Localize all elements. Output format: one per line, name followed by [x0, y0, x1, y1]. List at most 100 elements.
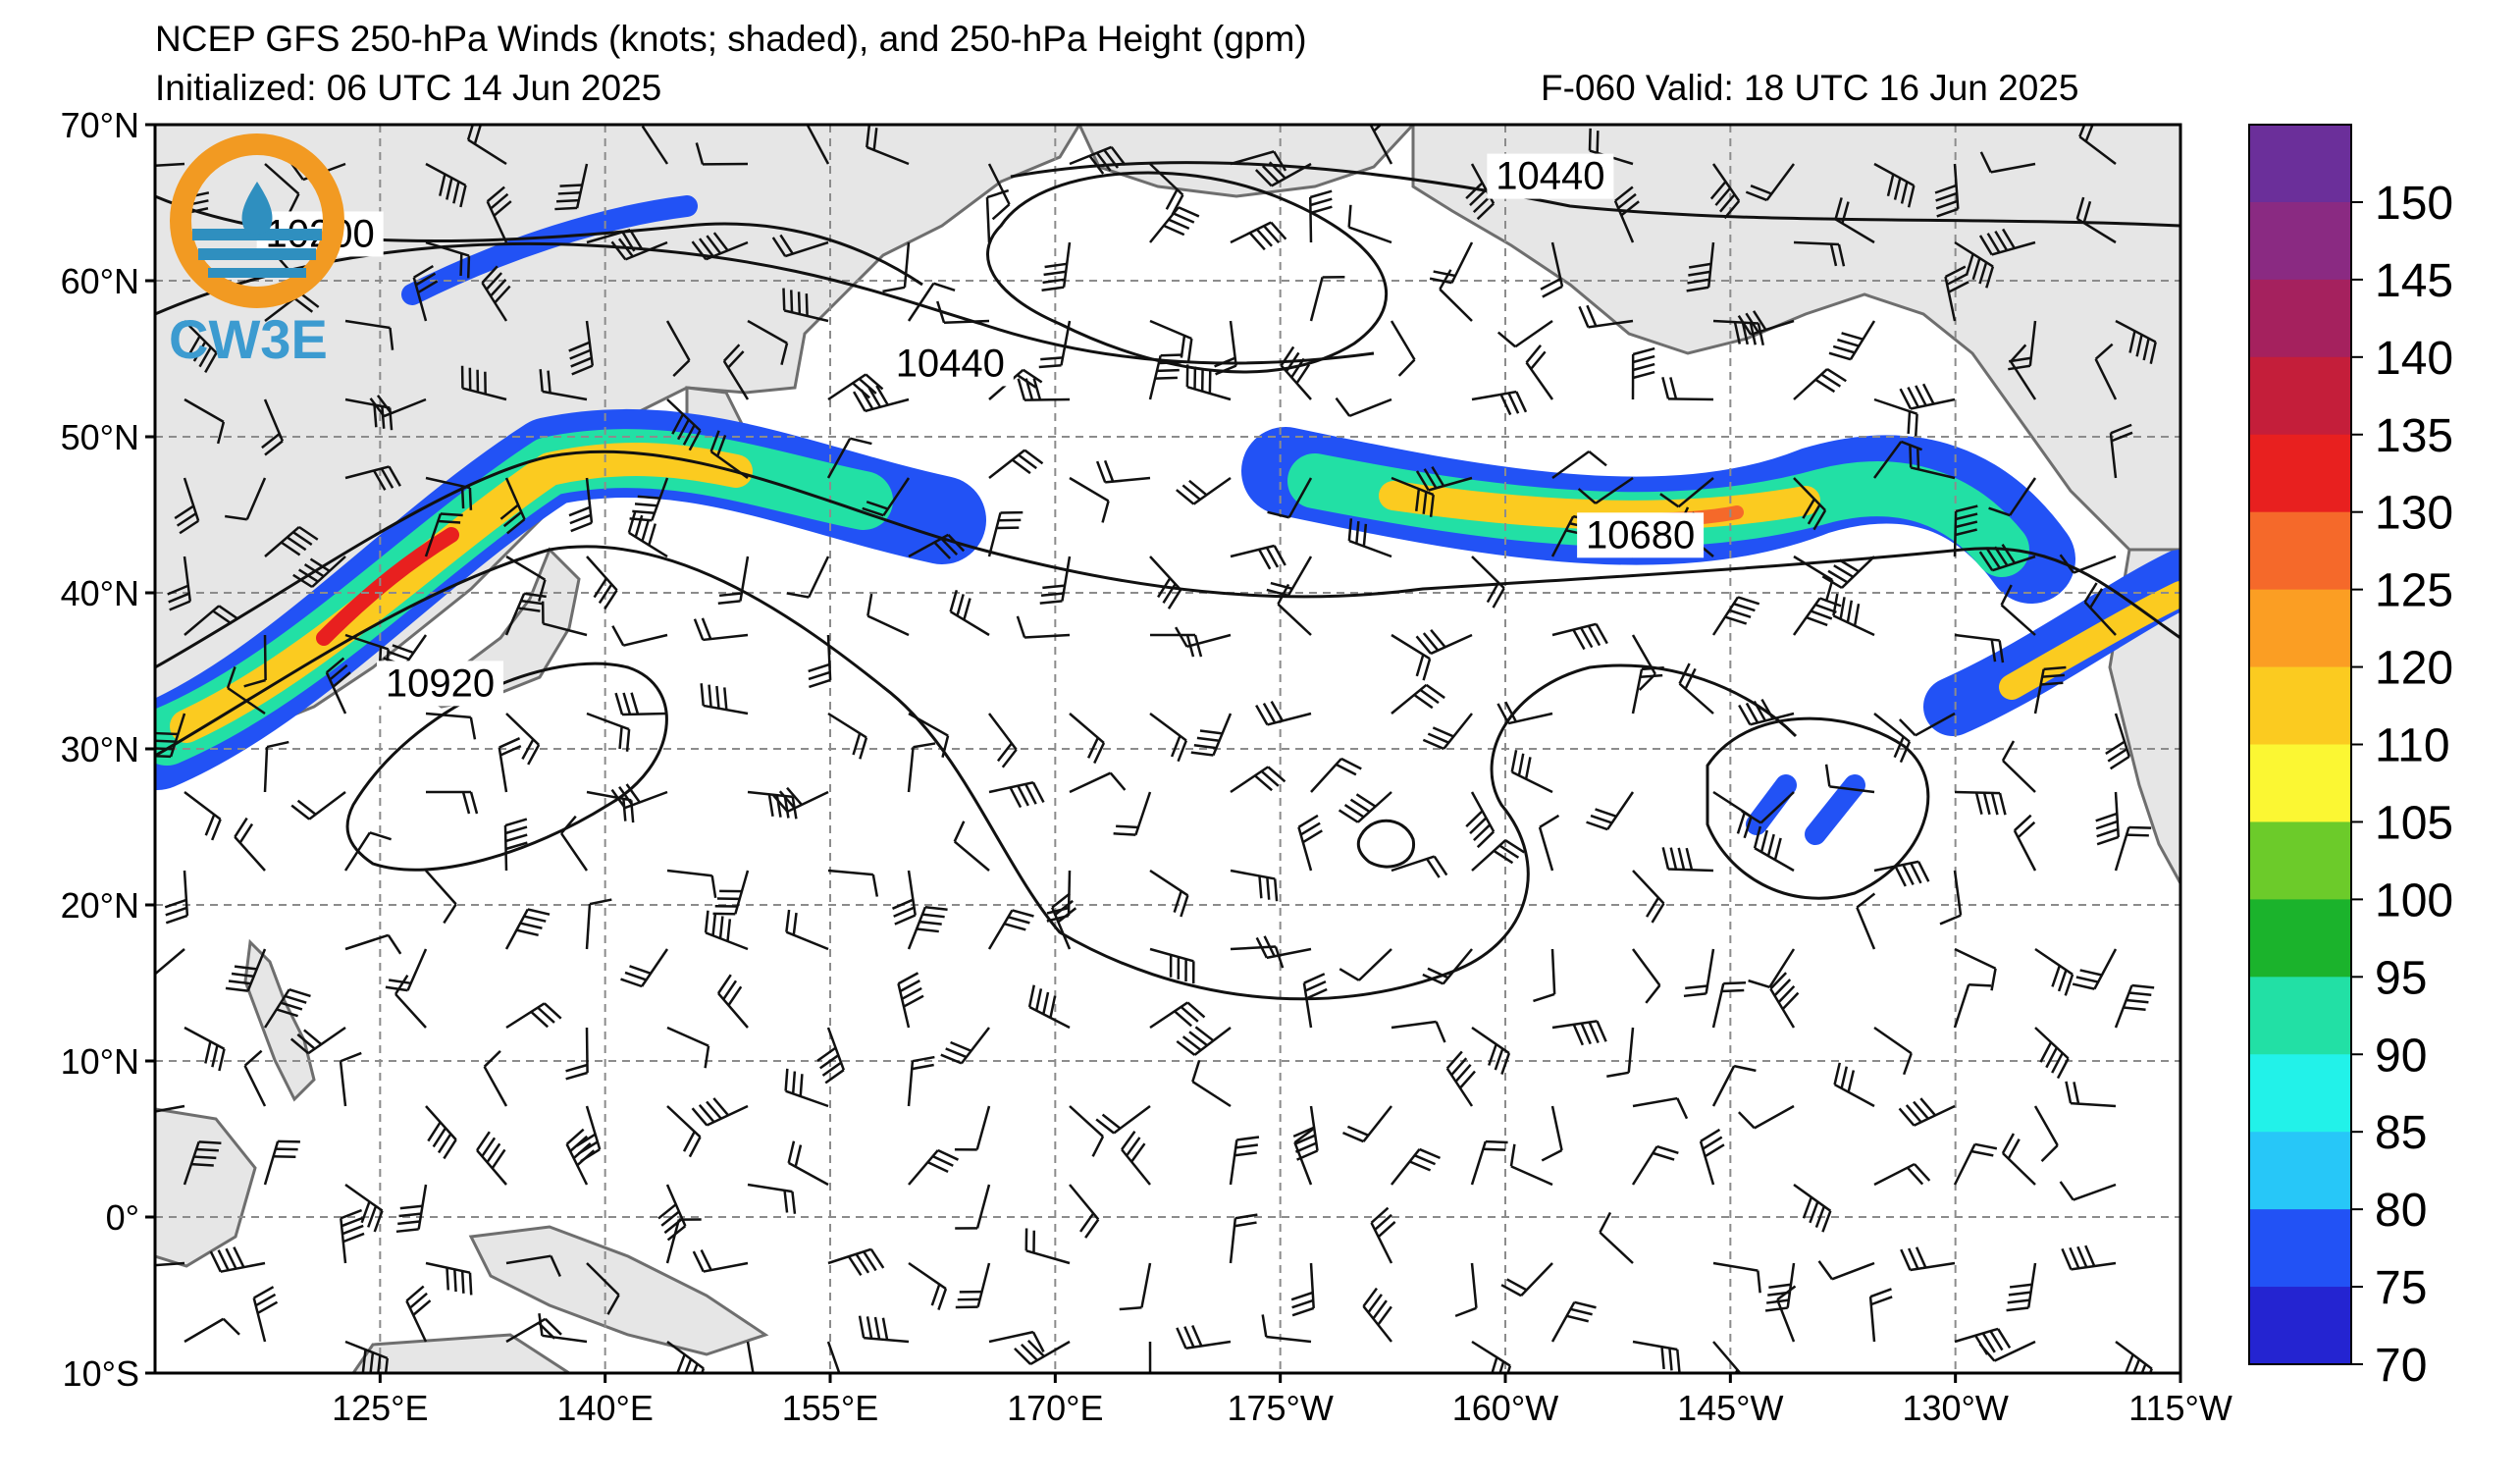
wind-barb-icon — [1550, 1300, 1597, 1343]
wind-barb-icon — [1824, 764, 1875, 794]
wind-barb-icon — [666, 1026, 710, 1069]
colorbar-swatch — [2249, 1209, 2351, 1288]
wind-barb-icon — [1191, 1059, 1232, 1108]
wind-barb-icon — [1391, 1020, 1446, 1043]
wind-barb-icon — [394, 975, 427, 1029]
wind-barb-icon — [1261, 1314, 1312, 1344]
colorbar-swatch — [2249, 821, 2351, 900]
wind-barb-icon — [1873, 1026, 1913, 1076]
wind-barb-icon — [1016, 615, 1071, 639]
wind-barb-icon — [343, 831, 393, 872]
wind-barb-icon — [1149, 206, 1200, 243]
wind-barb-icon — [2034, 1027, 2070, 1080]
wind-barb-icon — [2114, 825, 2152, 872]
wind-barb-icon — [1954, 633, 2005, 663]
wind-barb-icon — [1465, 791, 1496, 849]
colorbar-label: 110 — [2375, 720, 2450, 772]
wind-barb-icon — [1339, 948, 1392, 981]
jet-asia-band-max — [316, 527, 459, 646]
wind-barb-icon — [504, 908, 551, 950]
wind-barb-icon — [827, 712, 868, 760]
wind-barb-icon — [2059, 1181, 2117, 1201]
wind-barb-icon — [826, 437, 872, 479]
wind-barb-icon — [586, 556, 618, 610]
wind-barb-icon — [568, 320, 595, 376]
colorbar-label: 85 — [2375, 1107, 2427, 1159]
wind-barb-icon — [1230, 221, 1287, 251]
wind-barb-icon — [666, 1105, 702, 1158]
wind-barb-icon — [1415, 465, 1473, 492]
wind-barb-icon — [1738, 698, 1795, 726]
wind-barb-icon — [866, 125, 910, 166]
wind-barb-icon — [234, 817, 266, 872]
wind-barb-icon — [949, 589, 990, 637]
jet-east-band-core — [1999, 581, 2180, 700]
init-time: Initialized: 06 UTC 14 Jun 2025 — [155, 68, 662, 108]
wind-barb-icon — [1190, 713, 1233, 757]
wind-barb-icon — [826, 1341, 841, 1373]
wind-barb-icon — [1302, 973, 1328, 1029]
wind-barb-icon — [385, 948, 428, 992]
wind-barb-icon — [2083, 582, 2117, 636]
logo-text: CW3E — [169, 308, 328, 370]
lon-tick-label: 115°W — [2128, 1388, 2232, 1428]
wind-barb-icon — [614, 692, 668, 716]
wind-barb-icon — [1309, 275, 1345, 322]
wind-barb-icon — [339, 1051, 362, 1107]
wind-barb-icon — [1541, 1105, 1563, 1162]
jet-small-patch-2 — [1805, 774, 1865, 845]
wind-barb-icon — [1439, 269, 1473, 322]
wind-barb-icon — [1551, 622, 1608, 651]
wind-barb-icon — [2059, 554, 2117, 574]
wind-barb-icon — [155, 1104, 185, 1113]
wind-barb-icon — [1391, 683, 1445, 715]
wind-barb-icon — [1119, 1262, 1152, 1311]
wind-barb-icon — [1551, 1020, 1607, 1046]
colorbar-swatch — [2249, 279, 2351, 358]
wind-barb-icon — [1041, 241, 1072, 292]
wind-barb-icon — [1873, 713, 1912, 764]
contour-label: 10440 — [1487, 153, 1614, 199]
wind-barb-icon — [1606, 1027, 1635, 1078]
logo-wave-3 — [208, 268, 306, 278]
wind-barb-icon — [344, 1183, 384, 1233]
colorbar-swatch — [2249, 744, 2351, 822]
wind-barb-icon — [1632, 1340, 1681, 1372]
wind-barb-icon — [611, 625, 668, 647]
wind-barb-icon — [786, 556, 830, 599]
wind-barb-icon — [891, 870, 917, 926]
wind-barb-icon — [1176, 1324, 1232, 1350]
wind-barb-icon — [1149, 556, 1182, 609]
lat-tick-label: 70°N — [61, 105, 139, 145]
wind-barb-icon — [1149, 869, 1189, 918]
colorbar-label: 80 — [2375, 1185, 2427, 1237]
jet-small-patch-1 — [1746, 774, 1797, 835]
wind-barb-icon — [1471, 1026, 1511, 1075]
wind-barb-icon — [1979, 151, 2036, 174]
wind-barb-icon — [1586, 791, 1635, 831]
wind-barb-icon — [1230, 150, 1287, 172]
wind-barb-icon — [184, 1317, 240, 1344]
wind-barb-icon — [155, 161, 185, 168]
colorbar-swatch — [2249, 201, 2351, 281]
wind-barb-icon — [1631, 666, 1664, 715]
wind-barb-icon — [2115, 319, 2157, 364]
wind-barb-icon — [1737, 1104, 1795, 1130]
wind-barb-icon — [1069, 771, 1127, 794]
wind-barb-icon — [2095, 791, 2120, 846]
cw3e-logo: CW3E — [169, 133, 344, 370]
wind-barb-icon — [987, 163, 1011, 221]
wind-barb-icon — [425, 476, 473, 510]
wind-barb-icon — [1953, 982, 1992, 1029]
colorbar-label: 90 — [2375, 1030, 2427, 1082]
wind-barb-icon — [1748, 948, 1796, 989]
wind-barb-icon — [1683, 948, 1715, 998]
lon-tick-label: 140°E — [556, 1388, 653, 1428]
wind-barb-icon — [1711, 1064, 1757, 1107]
wind-barb-icon — [1745, 163, 1796, 202]
wind-barb-icon — [1335, 397, 1392, 418]
wind-barb-icon — [908, 1148, 960, 1186]
wind-barb-icon — [568, 477, 594, 533]
wind-barb-icon — [1290, 1262, 1315, 1317]
